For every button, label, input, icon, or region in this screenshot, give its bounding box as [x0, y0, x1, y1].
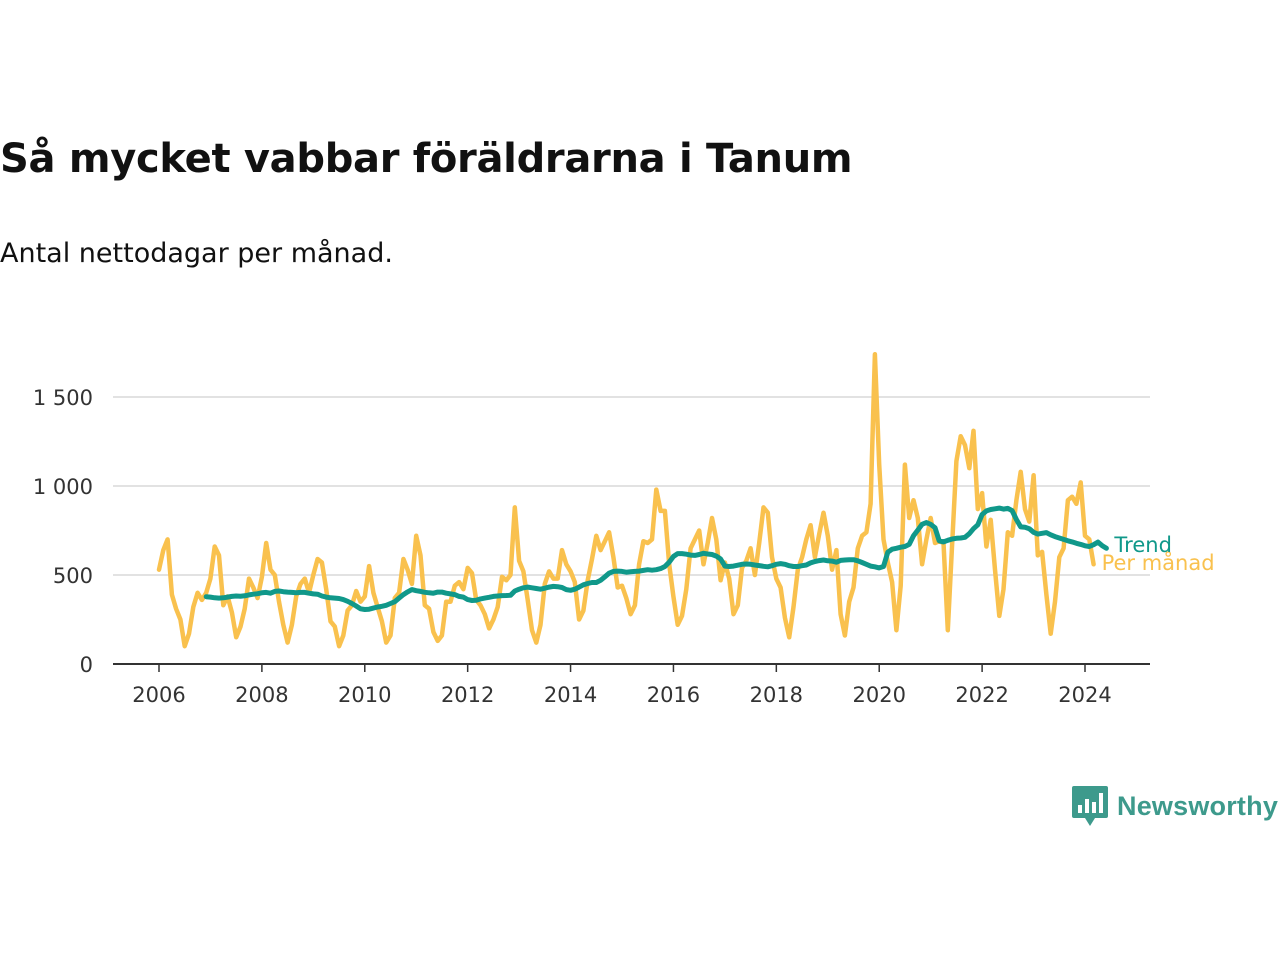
y-axis: 0 500 1 000 1 500	[33, 386, 93, 677]
y-tick-label: 1 000	[33, 475, 93, 499]
chart-title: Så mycket vabbar föräldrarna i Tanum	[0, 136, 853, 182]
per-manad-line	[156, 352, 1096, 649]
newsworthy-logo-icon	[1072, 786, 1108, 826]
x-axis: 2006 2008 2010 2012 2014 2016 2018 2020 2022 2024	[113, 663, 1150, 707]
chart-subtitle: Antal nettodagar per månad.	[0, 238, 393, 269]
y-tick-label: 0	[80, 653, 93, 677]
trend-line	[203, 505, 1109, 612]
trend-label: Trend	[1113, 533, 1171, 557]
x-tick-label: 2006	[132, 683, 185, 707]
x-tick-label: 2014	[544, 683, 597, 707]
x-tick-label: 2024	[1058, 683, 1111, 707]
y-tick-label: 500	[53, 564, 93, 588]
brand-name: Newsworthy	[1117, 790, 1279, 821]
y-tick-label: 1 500	[33, 386, 93, 410]
x-tick-label: 2018	[750, 683, 803, 707]
newsworthy-brand[interactable]: Newsworthy	[1071, 784, 1278, 828]
series-lines	[156, 352, 1109, 649]
per-manad-label: Per månad	[1102, 550, 1215, 575]
x-tick-label: 2016	[647, 683, 700, 707]
x-tick-label: 2022	[955, 683, 1008, 707]
x-tick-label: 2010	[338, 683, 391, 707]
x-tick-label: 2012	[441, 683, 494, 707]
x-tick-label: 2008	[235, 683, 288, 707]
x-tick-label: 2020	[852, 683, 905, 707]
